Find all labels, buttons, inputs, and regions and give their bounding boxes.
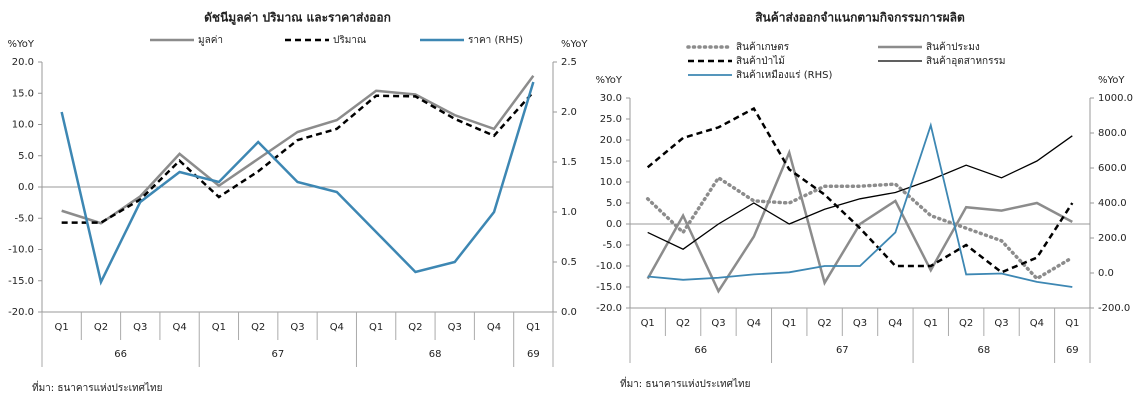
y-tick-label: 10.0 [12,120,34,131]
x-group-label: 69 [1066,345,1079,356]
x-tick-label: Q2 [408,322,422,333]
y-axis-label: %YoY [7,39,34,50]
x-tick-label: Q3 [994,318,1008,329]
y-tick-label: 30.0 [600,93,622,104]
x-tick-label: Q4 [487,322,501,333]
x-tick-label: Q2 [94,322,108,333]
x-tick-label: Q3 [711,318,725,329]
y2-tick-label: 1.5 [561,157,577,168]
x-tick-label: Q3 [133,322,147,333]
legend-label: สินค้าเหมืองแร่ (RHS) [736,69,832,81]
x-tick-label: Q1 [782,318,796,329]
y-tick-label: -15.0 [596,282,622,293]
y2-tick-label: 1.0 [561,207,577,218]
y2-tick-label: 0.0 [561,307,577,318]
y-tick-label: -10.0 [596,261,622,272]
x-tick-label: Q1 [924,318,938,329]
x-group-label: 68 [977,345,990,356]
series-line [645,175,1075,281]
x-tick-label: Q4 [1030,318,1044,329]
x-tick-label: Q2 [251,322,265,333]
y2-tick-label: 800.0 [1098,128,1127,139]
series-line [647,135,1073,250]
series-line [647,122,1073,288]
y2-tick-label: 400.0 [1098,198,1127,209]
x-tick-label: Q1 [369,322,383,333]
y-tick-label: 5.0 [606,198,622,209]
y-tick-label: 5.0 [18,151,34,162]
y-tick-label: -5.0 [14,213,34,224]
x-tick-label: Q1 [55,322,69,333]
legend-label: ปริมาณ [333,35,366,46]
y-tick-label: 15.0 [12,88,34,99]
x-tick-label: Q3 [448,322,462,333]
series-line [61,91,535,224]
chart-title: ดัชนีมูลค่า ปริมาณ และราคาส่งออก [204,11,391,26]
series-line [646,106,1074,274]
legend-label: ราคา (RHS) [468,35,523,46]
y-tick-label: 25.0 [600,114,622,125]
y2-tick-label: 0.0 [1098,268,1114,279]
y-tick-label: 0.0 [18,182,34,193]
y-tick-label: -15.0 [8,276,34,287]
legend-label: สินค้าประมง [926,41,980,53]
x-tick-label: Q2 [676,318,690,329]
x-tick-label: Q1 [526,322,540,333]
y-tick-label: 20.0 [600,135,622,146]
legend-label: สินค้าอุตสาหกรรม [926,55,1005,67]
y-axis-label: %YoY [595,75,622,86]
x-group-label: 67 [271,349,284,360]
x-tick-label: Q3 [290,322,304,333]
y-tick-label: -10.0 [8,245,34,256]
series-line [646,148,1073,294]
series-line [61,75,535,225]
legend-label: สินค้าป่าไม้ [736,55,785,67]
y2-axis-label: %YoY [561,39,588,50]
x-group-label: 69 [527,349,540,360]
x-group-label: 66 [114,349,127,360]
source-note: ที่มา: ธนาคารแห่งประเทศไทย [620,376,750,390]
legend-label: สินค้าเกษตร [736,41,790,53]
y-tick-label: 10.0 [600,177,622,188]
x-group-label: 68 [429,349,442,360]
x-tick-label: Q3 [853,318,867,329]
x-tick-label: Q1 [212,322,226,333]
chart-title: สินค้าส่งออกจำแนกตามกิจกรรมการผลิต [755,11,965,25]
legend-label: มูลค่า [198,35,223,46]
x-tick-label: Q2 [817,318,831,329]
y2-tick-label: 2.0 [561,107,577,118]
source-note: ที่มา: ธนาคารแห่งประเทศไทย [32,380,162,394]
y-tick-label: 0.0 [606,219,622,230]
series-line [60,81,535,286]
x-group-label: 66 [694,345,707,356]
x-tick-label: Q2 [959,318,973,329]
y-tick-label: 20.0 [12,57,34,68]
x-group-label: 67 [836,345,849,356]
y2-tick-label: 2.5 [561,57,577,68]
y-tick-label: -20.0 [596,303,622,314]
x-tick-label: Q4 [172,322,186,333]
y-tick-label: -5.0 [602,240,622,251]
y2-axis-label: %YoY [1098,75,1125,86]
y2-tick-label: 1000.0 [1098,93,1133,104]
y-tick-label: -20.0 [8,307,34,318]
x-tick-label: Q1 [641,318,655,329]
x-tick-label: Q4 [888,318,902,329]
x-tick-label: Q4 [747,318,761,329]
x-tick-label: Q4 [330,322,344,333]
y2-tick-label: 600.0 [1098,163,1127,174]
y2-tick-label: 0.5 [561,257,577,268]
x-tick-label: Q1 [1065,318,1079,329]
y2-tick-label: 200.0 [1098,233,1127,244]
y-tick-label: 15.0 [600,156,622,167]
y2-tick-label: -200.0 [1098,303,1130,314]
